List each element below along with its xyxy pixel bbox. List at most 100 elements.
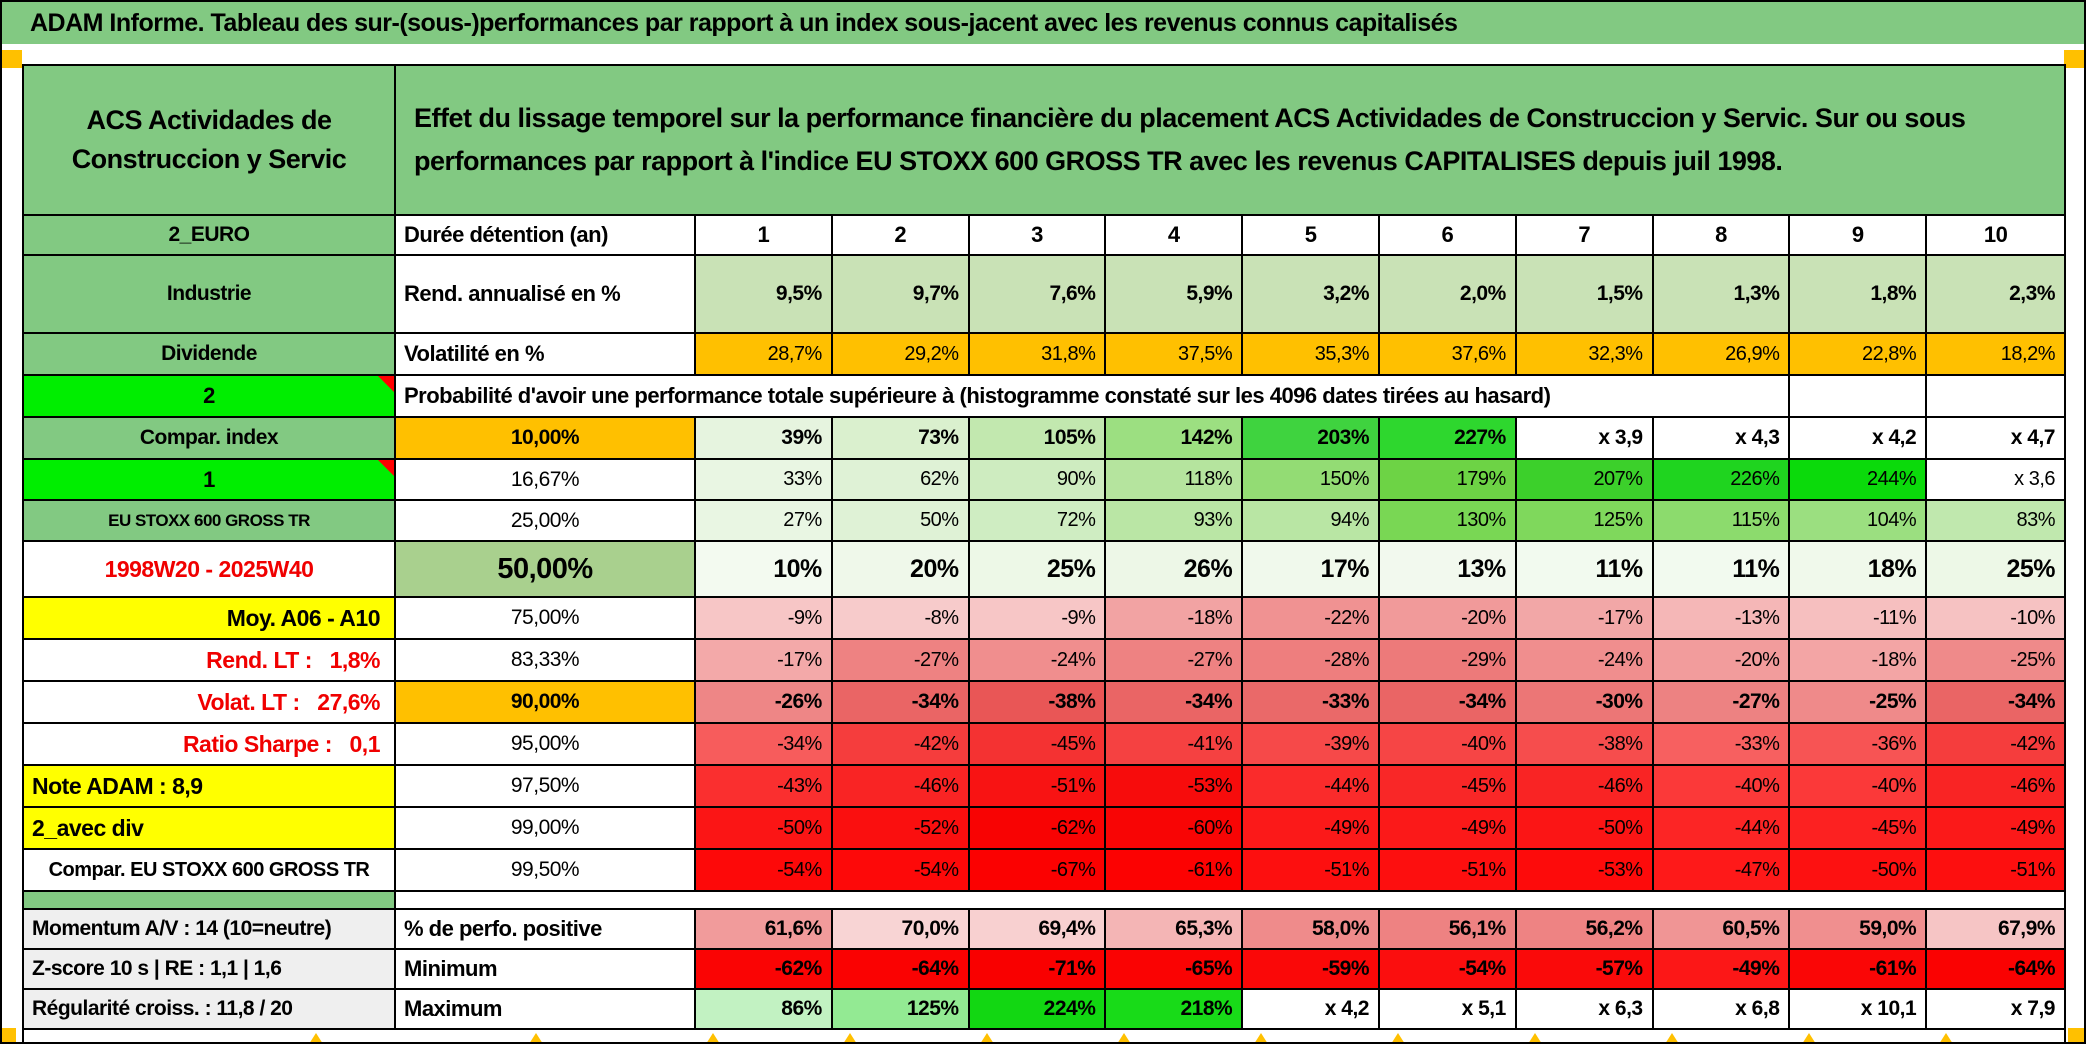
cell-p16-col5[interactable]: 150% bbox=[1243, 460, 1380, 501]
cell-rend-col1[interactable]: 9,5% bbox=[696, 256, 833, 334]
separator-cell-blank[interactable] bbox=[396, 892, 2064, 910]
cell-p95-col3[interactable]: -45% bbox=[969, 724, 1107, 766]
cell-p25-col7[interactable]: 125% bbox=[1516, 501, 1654, 542]
cell-p10-col2[interactable]: 73% bbox=[832, 418, 970, 460]
cell-duration-col5[interactable]: 5 bbox=[1243, 216, 1380, 256]
cell-p25-col9[interactable]: 104% bbox=[1790, 501, 1928, 542]
cell-p16-col7[interactable]: 207% bbox=[1516, 460, 1654, 501]
cell-min-col7[interactable]: -57% bbox=[1516, 950, 1654, 990]
row-header-min[interactable]: Minimum bbox=[396, 950, 696, 990]
cell-p975-col7[interactable]: -46% bbox=[1516, 766, 1654, 808]
cell-rend-col6[interactable]: 2,0% bbox=[1380, 256, 1517, 334]
cell-p16-col4[interactable]: 118% bbox=[1106, 460, 1244, 501]
row-label-p75[interactable]: Moy. A06 - A10 bbox=[24, 598, 396, 640]
cell-p975-col1[interactable]: -43% bbox=[696, 766, 833, 808]
cell-rend-col7[interactable]: 1,5% bbox=[1516, 256, 1654, 334]
cell-p90-col7[interactable]: -30% bbox=[1516, 682, 1654, 724]
cell-p10-col1[interactable]: 39% bbox=[696, 418, 833, 460]
cell-rend-col4[interactable]: 5,9% bbox=[1106, 256, 1244, 334]
cell-min-col10[interactable]: -64% bbox=[1927, 950, 2064, 990]
cell-volat-col9[interactable]: 22,8% bbox=[1790, 334, 1928, 376]
cell-p25-col5[interactable]: 94% bbox=[1243, 501, 1380, 542]
cell-p75-col8[interactable]: -13% bbox=[1653, 598, 1791, 640]
cell-p995-col6[interactable]: -51% bbox=[1380, 850, 1517, 892]
cell-p975-col6[interactable]: -45% bbox=[1380, 766, 1517, 808]
cell-p90-col6[interactable]: -34% bbox=[1380, 682, 1517, 724]
row-header-perfpos[interactable]: % de perfo. positive bbox=[396, 910, 696, 950]
cell-min-col1[interactable]: -62% bbox=[696, 950, 833, 990]
cell-p995-col10[interactable]: -51% bbox=[1927, 850, 2064, 892]
cell-p75-col9[interactable]: -11% bbox=[1790, 598, 1928, 640]
cell-perfpos-col9[interactable]: 59,0% bbox=[1790, 910, 1928, 950]
row-header-volat[interactable]: Volatilité en % bbox=[396, 334, 696, 376]
cell-p83-col10[interactable]: -25% bbox=[1927, 640, 2064, 682]
cell-p995-col9[interactable]: -50% bbox=[1790, 850, 1928, 892]
cell-p10-col9[interactable]: x 4,2 bbox=[1790, 418, 1928, 460]
cell-p50-col3[interactable]: 25% bbox=[969, 542, 1107, 598]
row-header-rend[interactable]: Rend. annualisé en % bbox=[396, 256, 696, 334]
cell-p995-col3[interactable]: -67% bbox=[969, 850, 1107, 892]
cell-min-col8[interactable]: -49% bbox=[1653, 950, 1791, 990]
cell-p95-col7[interactable]: -38% bbox=[1516, 724, 1654, 766]
row-label-duration[interactable]: 2_EURO bbox=[24, 216, 396, 256]
row-label-p99[interactable]: 2_avec div bbox=[24, 808, 396, 850]
cell-perfpos-col7[interactable]: 56,2% bbox=[1516, 910, 1654, 950]
cell-p95-col8[interactable]: -33% bbox=[1653, 724, 1791, 766]
cell-p95-col2[interactable]: -42% bbox=[832, 724, 970, 766]
cell-duration-col6[interactable]: 6 bbox=[1380, 216, 1517, 256]
cell-p83-col9[interactable]: -18% bbox=[1790, 640, 1928, 682]
cell-volat-col10[interactable]: 18,2% bbox=[1927, 334, 2064, 376]
cell-perfpos-col1[interactable]: 61,6% bbox=[696, 910, 833, 950]
cell-p50-col6[interactable]: 13% bbox=[1380, 542, 1517, 598]
cell-perfpos-col6[interactable]: 56,1% bbox=[1380, 910, 1517, 950]
row-label-p95[interactable]: Ratio Sharpe : 0,1 bbox=[24, 724, 396, 766]
cell-min-col3[interactable]: -71% bbox=[969, 950, 1107, 990]
row-label-p16[interactable]: 1 bbox=[24, 460, 396, 501]
cell-p50-col7[interactable]: 11% bbox=[1516, 542, 1654, 598]
cell-max-col7[interactable]: x 6,3 bbox=[1516, 990, 1654, 1030]
cell-p99-col4[interactable]: -60% bbox=[1106, 808, 1244, 850]
cell-p90-col2[interactable]: -34% bbox=[832, 682, 970, 724]
cell-max-col4[interactable]: 218% bbox=[1106, 990, 1244, 1030]
cell-p10-col6[interactable]: 227% bbox=[1380, 418, 1517, 460]
cell-p90-col9[interactable]: -25% bbox=[1790, 682, 1928, 724]
cell-duration-col4[interactable]: 4 bbox=[1106, 216, 1244, 256]
cell-duration-col8[interactable]: 8 bbox=[1653, 216, 1791, 256]
cell-p16-col9[interactable]: 244% bbox=[1790, 460, 1928, 501]
instrument-name-cell[interactable]: ACS Actividades de Construccion y Servic bbox=[24, 66, 396, 216]
cell-p975-col10[interactable]: -46% bbox=[1927, 766, 2064, 808]
cell-perfpos-col5[interactable]: 58,0% bbox=[1243, 910, 1380, 950]
cell-volat-col1[interactable]: 28,7% bbox=[696, 334, 833, 376]
cell-p83-col7[interactable]: -24% bbox=[1516, 640, 1654, 682]
cell-duration-col7[interactable]: 7 bbox=[1516, 216, 1654, 256]
cell-min-col4[interactable]: -65% bbox=[1106, 950, 1244, 990]
cell-p99-col5[interactable]: -49% bbox=[1243, 808, 1380, 850]
cell-perfpos-col3[interactable]: 69,4% bbox=[969, 910, 1107, 950]
row-label-p995[interactable]: Compar. EU STOXX 600 GROSS TR bbox=[24, 850, 396, 892]
cell-p10-col4[interactable]: 142% bbox=[1106, 418, 1244, 460]
cell-p50-col2[interactable]: 20% bbox=[832, 542, 970, 598]
row-label-p50[interactable]: 1998W20 - 2025W40 bbox=[24, 542, 396, 598]
row-label-rend[interactable]: Industrie bbox=[24, 256, 396, 334]
row-header-p16[interactable]: 16,67% bbox=[396, 460, 696, 501]
cell-p975-col9[interactable]: -40% bbox=[1790, 766, 1928, 808]
cell-p99-col9[interactable]: -45% bbox=[1790, 808, 1928, 850]
cell-min-col2[interactable]: -64% bbox=[832, 950, 970, 990]
cell-p10-col10[interactable]: x 4,7 bbox=[1927, 418, 2064, 460]
cell-p50-col9[interactable]: 18% bbox=[1790, 542, 1928, 598]
empty-cell-9[interactable] bbox=[1790, 376, 1928, 418]
row-label-p83[interactable]: Rend. LT : 1,8% bbox=[24, 640, 396, 682]
cell-p50-col4[interactable]: 26% bbox=[1106, 542, 1244, 598]
cell-volat-col8[interactable]: 26,9% bbox=[1653, 334, 1791, 376]
cell-p95-col5[interactable]: -39% bbox=[1243, 724, 1380, 766]
cell-p90-col4[interactable]: -34% bbox=[1106, 682, 1244, 724]
cell-rend-col3[interactable]: 7,6% bbox=[969, 256, 1107, 334]
row-header-p25[interactable]: 25,00% bbox=[396, 501, 696, 542]
cell-p75-col4[interactable]: -18% bbox=[1106, 598, 1244, 640]
cell-p90-col10[interactable]: -34% bbox=[1927, 682, 2064, 724]
cell-p99-col8[interactable]: -44% bbox=[1653, 808, 1791, 850]
row-header-p10[interactable]: 10,00% bbox=[396, 418, 696, 460]
cell-p25-col1[interactable]: 27% bbox=[696, 501, 833, 542]
cell-p995-col7[interactable]: -53% bbox=[1516, 850, 1654, 892]
cell-p25-col3[interactable]: 72% bbox=[969, 501, 1107, 542]
